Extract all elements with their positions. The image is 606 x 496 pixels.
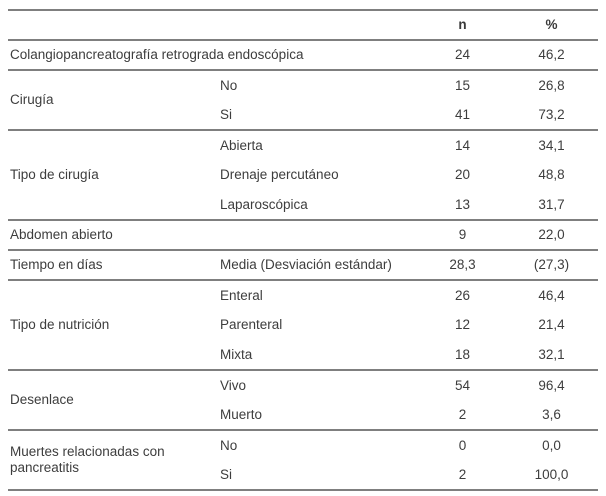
cell-n: 13	[454, 196, 471, 212]
header-percent: %	[545, 17, 558, 33]
cell-pct: 31,7	[538, 196, 565, 212]
row-sublabel: Abierta	[220, 137, 263, 153]
row-sublabel: No	[220, 437, 238, 453]
cell-pct: 3,6	[542, 406, 561, 422]
table-row: Cirugía No 15 26,8	[8, 70, 598, 108]
cell-pct: 100,0	[534, 466, 569, 482]
row-sublabel: Laparoscópica	[220, 196, 308, 212]
table-group: Colangiopancreatografía retrograda endos…	[8, 40, 598, 70]
cell-n: 2	[458, 406, 467, 422]
cell-pct: 32,1	[538, 346, 565, 362]
row-sublabel: Drenaje percutáneo	[220, 167, 339, 183]
cell-n: 2	[458, 466, 467, 482]
table-header: n %	[8, 10, 598, 40]
cell-n: 20	[454, 167, 471, 183]
cell-n: 18	[454, 346, 471, 362]
cell-n: 26	[454, 287, 471, 303]
cell-pct: (27,3)	[533, 257, 570, 273]
cell-pct: 48,8	[538, 167, 565, 183]
table-group: Cirugía No 15 26,8 Si 41 73,2	[8, 70, 598, 130]
table-group: Tipo de cirugía Abierta 14 34,1 Drenaje perc…	[8, 130, 598, 220]
table-row: Parenteral 12 21,4	[8, 310, 598, 340]
row-sublabel: Enteral	[220, 287, 263, 303]
cell-pct: 21,4	[538, 317, 565, 333]
table-row: Tiempo en días Media (Desviación estándar…	[8, 250, 598, 280]
table-row: Si 2 100,0	[8, 460, 598, 490]
table-row: Drenaje percutáneo 20 48,8	[8, 160, 598, 190]
results-table: n % Colangiopancreatografía retrograda e…	[8, 9, 598, 491]
table-row: Colangiopancreatografía retrograda endos…	[8, 40, 598, 70]
row-label: Tipo de cirugía	[10, 167, 99, 183]
cell-n: 41	[454, 106, 471, 122]
row-sublabel: No	[220, 77, 238, 93]
cell-pct: 46,4	[538, 287, 565, 303]
row-label: Colangiopancreatografía retrograda endos…	[10, 47, 304, 63]
cell-pct: 46,2	[538, 47, 565, 63]
table-group: Tipo de nutrición Enteral 26 46,4 Parenteral…	[8, 280, 598, 370]
cell-n: 24	[454, 47, 471, 63]
cell-n: 0	[458, 437, 467, 453]
cell-pct: 96,4	[538, 377, 565, 393]
row-label: Desenlace	[10, 392, 74, 408]
header-n: n	[458, 17, 467, 33]
cell-pct: 26,8	[538, 77, 565, 93]
header-row: n %	[8, 10, 598, 40]
table-row: Tipo de cirugía Abierta 14 34,1	[8, 130, 598, 183]
row-label: Tipo de nutrición	[10, 317, 110, 333]
row-sublabel: Media (Desviación estándar)	[220, 257, 392, 273]
table-row: Muerto 2 3,6	[8, 400, 598, 430]
cell-n: 54	[454, 377, 471, 393]
table-row: Muertes relacionadas con pancreatitis No 0…	[8, 430, 598, 475]
row-sublabel: Vivo	[220, 377, 247, 393]
table-row: Desenlace Vivo 54 96,4	[8, 370, 598, 408]
row-label: Tiempo en días	[10, 257, 103, 273]
table-row: Laparoscópica 13 31,7	[8, 190, 598, 220]
cell-n: 28,3	[449, 257, 476, 273]
cell-pct: 22,0	[538, 227, 565, 243]
row-sublabel: Si	[220, 466, 233, 482]
row-sublabel: Mixta	[220, 346, 253, 362]
header-empty-cell	[8, 10, 420, 40]
row-label: Cirugía	[10, 92, 54, 108]
table-group: Abdomen abierto 9 22,0	[8, 220, 598, 250]
cell-pct: 34,1	[538, 137, 565, 153]
cell-n: 14	[454, 137, 471, 153]
cell-pct: 0,0	[542, 437, 561, 453]
table-group: Desenlace Vivo 54 96,4 Muerto 2 3,6	[8, 370, 598, 430]
cell-n: 9	[458, 227, 467, 243]
cell-n: 12	[454, 317, 471, 333]
table-row: Tipo de nutrición Enteral 26 46,4	[8, 280, 598, 333]
row-sublabel: Parenteral	[220, 317, 283, 333]
row-label: Muertes relacionadas con pancreatitis	[10, 444, 165, 475]
row-sublabel: Si	[220, 106, 233, 122]
table-row: Mixta 18 32,1	[8, 340, 598, 370]
cell-n: 15	[454, 77, 471, 93]
table-row: Si 41 73,2	[8, 100, 598, 130]
table-row: Abdomen abierto 9 22,0	[8, 220, 598, 250]
cell-pct: 73,2	[538, 106, 565, 122]
row-label: Abdomen abierto	[10, 227, 113, 243]
table-group: Tiempo en días Media (Desviación estándar…	[8, 250, 598, 280]
row-sublabel: Muerto	[220, 406, 263, 422]
table-group: Muertes relacionadas con pancreatitis No 0…	[8, 430, 598, 490]
